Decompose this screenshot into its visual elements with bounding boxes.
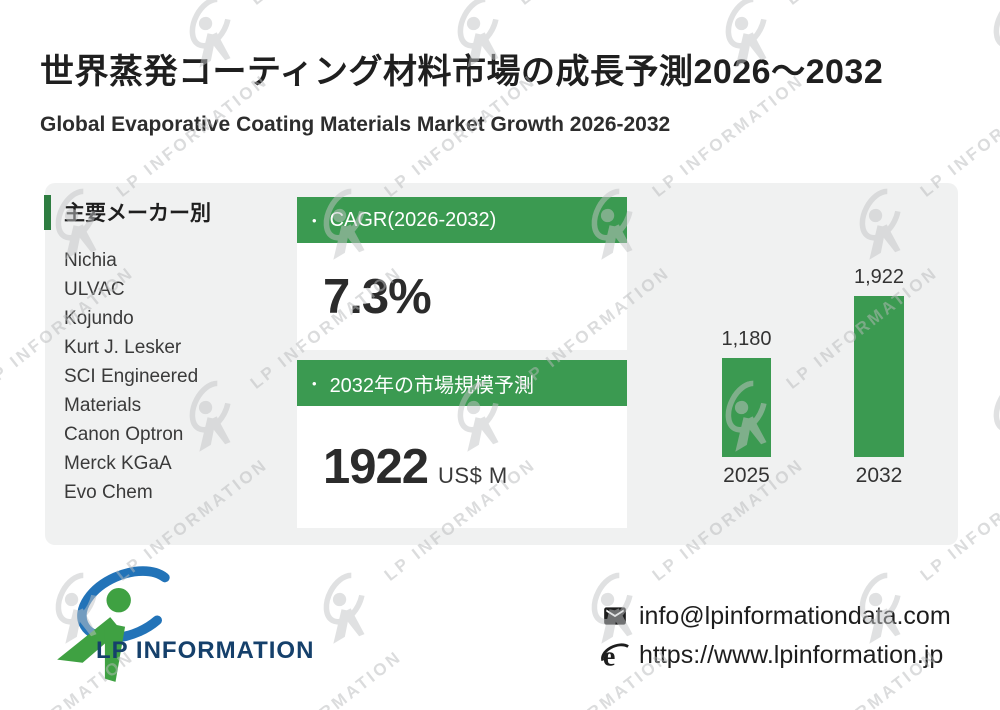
website-link[interactable]: https://www.lpinformation.jp	[639, 640, 944, 669]
content-panel: 主要メーカー別 Nichia ULVAC Kojundo Kurt J. Lesker…	[44, 183, 958, 545]
manufacturer-list: Nichia ULVAC Kojundo Kurt J. Lesker SCI Engi…	[64, 246, 274, 507]
bullet-icon: •	[312, 212, 317, 228]
bar-chart: 1,180 2025 1,922 2032	[45, 183, 958, 545]
watermark-text: LP INFORMATION	[916, 70, 1000, 201]
email-icon	[600, 601, 630, 631]
bar-2032	[854, 296, 904, 457]
cagr-label: CAGR(2026-2032)	[329, 208, 497, 231]
page-title: 世界蒸発コーティング材料市場の成長予測2026～2032	[40, 53, 884, 91]
watermark-text: LP INFORMATION	[515, 0, 675, 10]
watermark-text: LP INFORMATION	[783, 0, 943, 10]
bar-2025	[722, 358, 771, 457]
bullet-icon: •	[312, 375, 317, 391]
manufacturer-item: Kurt J. Lesker	[64, 337, 182, 358]
bar-category-label: 2032	[855, 464, 903, 487]
lp-logo-mark-icon	[57, 566, 178, 682]
market-size-unit: US$ M	[438, 463, 508, 488]
watermark: LP INFORMATION	[971, 629, 1000, 710]
manufacturer-item: Kojundo	[64, 308, 134, 329]
bar-value-label: 1,180	[721, 328, 772, 350]
green-accent-bar	[44, 195, 51, 230]
cagr-value: 7.3%	[323, 269, 432, 324]
watermark-text: LP INFORMATION	[247, 0, 407, 10]
manufacturer-item: Evo Chem	[64, 482, 153, 503]
market-size-card-body: 1922 US$ M	[297, 406, 627, 528]
bar-value-label: 1,922	[853, 266, 905, 288]
contact-website-row: e https://www.lpinformation.jp	[600, 640, 943, 670]
email-link[interactable]: info@lpinformationdata.com	[639, 601, 951, 630]
contact-email-row: info@lpinformationdata.com	[600, 601, 951, 631]
watermark: LP INFORMATION	[971, 0, 1000, 79]
manufacturer-item: SCI Engineered Materials	[64, 366, 199, 416]
manufacturer-item: Merck KGaA	[64, 453, 172, 474]
manufacturer-item: ULVAC	[64, 279, 125, 300]
market-size-value: 1922	[323, 440, 429, 494]
manufacturers-heading: 主要メーカー別	[64, 202, 211, 225]
manufacturer-item: Canon Optron	[64, 424, 184, 445]
browser-icon: e	[600, 640, 630, 670]
page-subtitle: Global Evaporative Coating Materials Mar…	[40, 113, 671, 136]
cagr-card-body: 7.3%	[297, 243, 627, 350]
lp-logo-text: LP INFORMATION	[96, 637, 315, 664]
watermark-text: LP INFORMATION	[0, 0, 138, 10]
watermark: LP INFORMATION	[971, 245, 1000, 462]
bar-category-label: 2025	[723, 464, 770, 487]
